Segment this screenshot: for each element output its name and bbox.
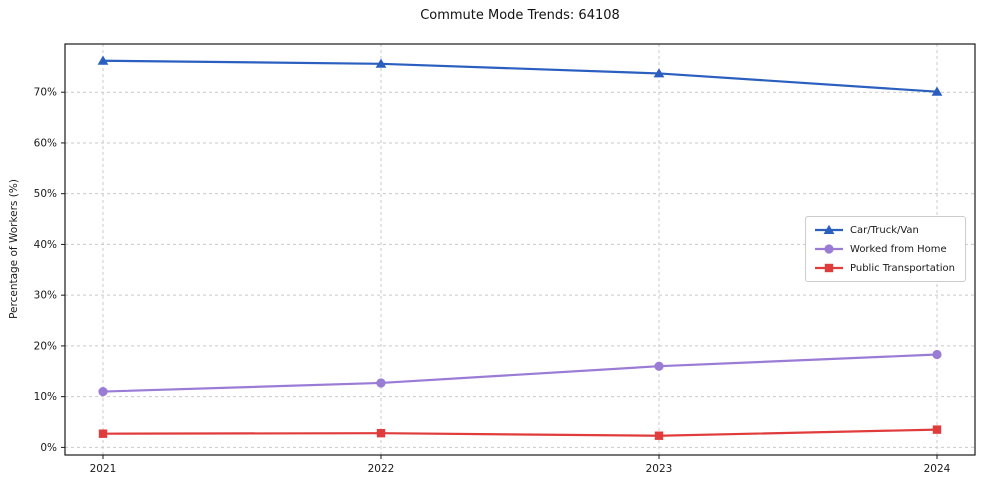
series-public-transportation xyxy=(98,425,942,440)
legend-label: Worked from Home xyxy=(850,243,947,255)
legend-label: Car/Truck/Van xyxy=(850,224,919,236)
chart-title: Commute Mode Trends: 64108 xyxy=(420,8,620,23)
y-tick-label: 50% xyxy=(34,188,57,200)
legend-triangle-marker-icon xyxy=(815,224,844,234)
y-tick-label: 0% xyxy=(40,442,57,454)
x-tick-label: 2023 xyxy=(646,463,673,475)
y-tick-label: 70% xyxy=(34,87,57,99)
legend-square-marker-icon xyxy=(815,263,844,273)
legend-item: Public Transportation xyxy=(814,262,955,274)
y-tick-label: 60% xyxy=(34,137,57,149)
y-tick-label: 40% xyxy=(34,239,57,251)
x-tick-label: 2024 xyxy=(924,463,951,475)
legend-label: Public Transportation xyxy=(850,262,955,274)
axes-frame xyxy=(64,43,976,456)
y-tick-label: 20% xyxy=(34,340,57,352)
series-car-truck-van xyxy=(97,55,943,96)
legend-item: Car/Truck/Van xyxy=(814,224,955,236)
legend-circle-marker-icon xyxy=(815,244,844,254)
y-tick-label: 10% xyxy=(34,391,57,403)
y-tick-label: 30% xyxy=(34,290,57,302)
x-tick-label: 2021 xyxy=(90,463,117,475)
axis-ticks xyxy=(61,91,938,459)
series-worked-from-home xyxy=(98,349,942,397)
x-tick-label: 2022 xyxy=(368,463,395,475)
tick-labels: 2021 2022 2023 2024 0% 10% 20% 30% 40% 50% 60% 70% xyxy=(34,87,951,475)
legend: Car/Truck/Van Worked from Home Public Tran… xyxy=(805,216,966,282)
legend-item: Worked from Home xyxy=(814,243,955,255)
